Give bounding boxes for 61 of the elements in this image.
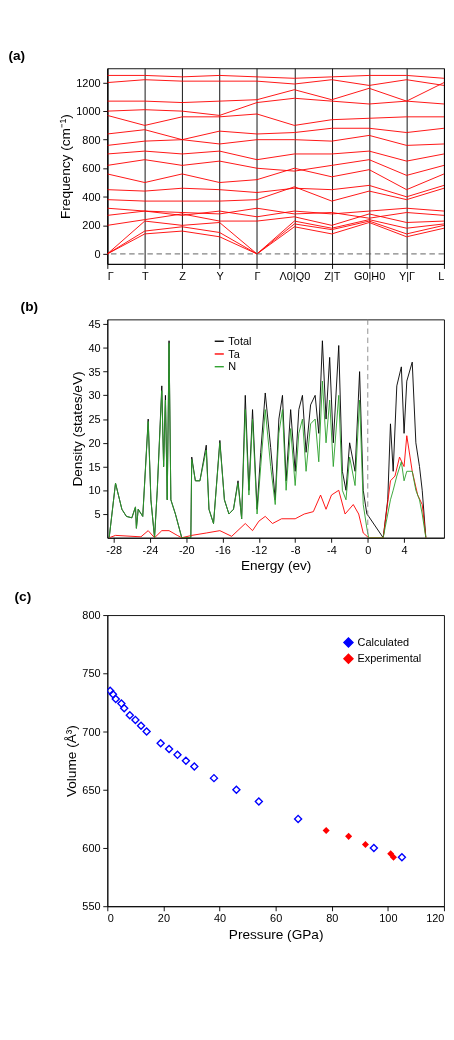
y-tick-label: 25 [88,413,101,426]
y-tick-label: 30 [88,389,101,402]
legend-label: N [228,360,237,373]
chart-title: (c) [14,589,32,605]
y-tick-label: 700 [82,725,101,738]
y-tick-label: 800 [82,133,101,146]
y-tick-label: 40 [88,341,101,354]
x-tick-label: -20 [178,543,195,556]
y-tick-label: 15 [88,460,101,473]
y-tick-label: 1000 [76,105,101,118]
legend-label: Total [228,334,252,347]
legend-label: Experimental [357,652,422,665]
y-tick-label: 800 [82,609,101,622]
x-tick-label: Z [179,269,187,282]
x-tick-label: Y|Γ [398,269,416,282]
y-axis-title: Density (states/eV) [70,371,86,487]
x-tick-label: Γ [254,269,261,282]
x-tick-label: T [141,269,149,282]
y-tick-label: 400 [82,190,101,203]
x-tick-label: -16 [215,543,231,556]
y-tick-label: 600 [82,842,101,855]
x-tick-label: Λ0|Q0 [279,269,311,282]
x-tick-label: 20 [157,912,170,925]
y-tick-label: 0 [94,248,101,261]
x-tick-label: -12 [251,543,268,556]
x-tick-label: 0 [365,543,372,556]
x-tick-label: 40 [213,912,227,925]
chart-title: (a) [8,48,26,64]
legend-label: Ta [228,347,241,360]
y-tick-label: 10 [88,484,101,497]
y-tick-label: 200 [82,219,101,232]
y-axis-title: Frequency (cm⁻¹) [57,114,73,220]
y-tick-label: 750 [82,667,101,680]
x-tick-label: -8 [290,543,301,556]
x-tick-label: -24 [142,543,159,556]
chart-title: (b) [20,298,39,314]
x-axis-title: Pressure (GPa) [228,926,324,942]
x-tick-label: Z|T [324,269,341,282]
x-tick-label: 80 [326,912,339,925]
x-tick-label: -4 [327,543,337,556]
x-tick-label: L [438,269,445,282]
y-tick-label: 550 [82,900,101,913]
x-tick-label: -28 [106,543,123,556]
x-tick-label: 100 [379,912,398,925]
y-axis-title: Volume (Å³) [63,725,79,798]
y-tick-label: 1200 [76,76,101,89]
y-tick-label: 5 [94,508,101,521]
y-tick-label: 45 [88,318,101,331]
x-tick-label: 0 [107,912,114,925]
y-tick-label: 35 [88,365,101,378]
x-tick-label: G0|H0 [353,269,386,282]
x-tick-label: Γ [107,269,114,282]
x-tick-label: 4 [401,543,408,556]
y-tick-label: 600 [82,162,101,175]
x-tick-label: 120 [426,912,445,925]
x-tick-label: 60 [270,912,283,925]
legend-label: Calculated [357,636,410,649]
x-tick-label: Y [216,269,225,282]
x-axis-title: Energy (ev) [240,558,312,574]
y-tick-label: 650 [82,783,101,796]
y-tick-label: 20 [88,436,101,449]
